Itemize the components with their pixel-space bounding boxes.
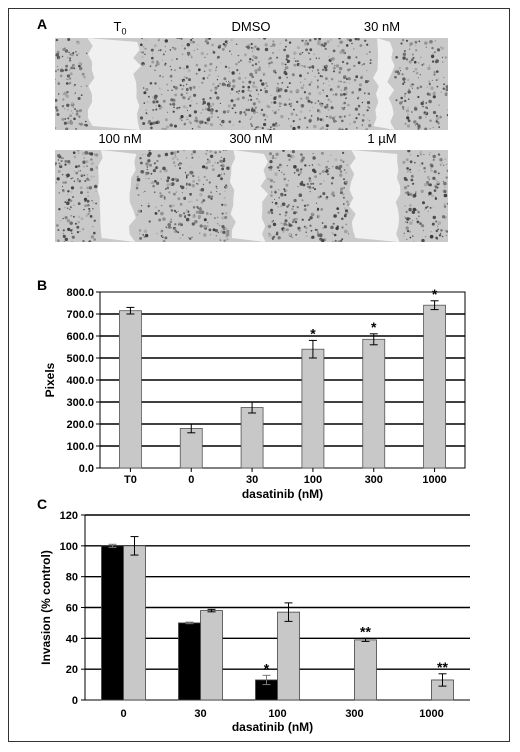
y-tick-label: 20 [66, 664, 78, 676]
wound-healing-micrograph [186, 150, 317, 242]
wound-healing-micrograph [317, 150, 448, 242]
bar [354, 639, 377, 701]
bar [423, 304, 446, 469]
x-tick-label: 300 [365, 474, 383, 486]
photo-label: 100 nM [55, 131, 185, 146]
x-tick-label: 0 [120, 708, 126, 720]
figure-frame [8, 8, 510, 742]
y-tick-label: 80 [66, 572, 78, 584]
y-tick-label: 400.0 [66, 375, 94, 387]
y-axis-title: Pixels [43, 362, 57, 397]
x-tick-label: 300 [345, 708, 363, 720]
y-tick-label: 0 [72, 695, 78, 707]
x-tick-label: T0 [124, 474, 137, 486]
y-tick-label: 100 [60, 541, 78, 553]
x-tick-label: 30 [194, 708, 206, 720]
y-tick-label: 60 [66, 603, 78, 615]
bar [179, 427, 203, 469]
photo-label-text: 100 nM [98, 131, 142, 146]
wound-healing-micrograph [55, 38, 186, 130]
chart-c-invasion: 0 20 40 60 80 100 120 0 30 * 100 ** 300 ** 1000 dasatin… [39, 510, 470, 734]
bar [240, 407, 264, 469]
wound-healing-micrograph [317, 38, 448, 130]
photo-label: 1 µM [317, 131, 447, 146]
panel-a-letter: A [37, 16, 48, 32]
panel-c-letter: C [37, 496, 48, 512]
bar [123, 545, 146, 701]
significance-marker: ** [360, 623, 371, 639]
photo-label: T0 [55, 19, 185, 37]
photo-label: DMSO [186, 19, 316, 34]
x-tick-label: 0 [188, 474, 194, 486]
y-tick-label: 300.0 [66, 397, 94, 409]
y-tick-label: 0.0 [79, 463, 94, 475]
bar [277, 611, 300, 701]
y-tick-label: 600.0 [66, 331, 94, 343]
bar [119, 310, 142, 469]
photo-label: 30 nM [317, 19, 447, 34]
y-tick-label: 40 [66, 633, 78, 645]
photo-label-text: 1 µM [367, 131, 397, 146]
photo-label-subscript: 0 [121, 26, 127, 37]
significance-marker: * [310, 325, 316, 341]
photo-label-text: DMSO [231, 19, 271, 34]
chart-b-pixels: 0.0 100.0 200.0 300.0 400.0 500.0 600.0 700.0 80… [43, 286, 466, 501]
x-tick-label: 100 [304, 474, 322, 486]
y-tick-label: 120 [60, 510, 78, 522]
x-tick-label: 1000 [422, 474, 446, 486]
bar [362, 338, 386, 469]
photo-label-text: T [113, 19, 122, 34]
y-tick-label: 100.0 [66, 441, 94, 453]
photo-label-text: 30 nM [363, 19, 401, 34]
significance-marker: * [264, 660, 270, 676]
bar [200, 610, 223, 701]
x-axis-title: dasatinib (nM) [242, 487, 323, 501]
bar [101, 545, 124, 701]
bar [301, 348, 325, 469]
significance-marker: * [371, 319, 377, 335]
panel-b-letter: B [37, 277, 48, 293]
y-tick-label: 200.0 [66, 419, 94, 431]
y-tick-label: 800.0 [66, 287, 94, 299]
significance-marker: ** [437, 659, 448, 675]
y-tick-label: 500.0 [66, 353, 94, 365]
significance-marker: * [432, 286, 438, 302]
wound-healing-micrograph [186, 38, 317, 130]
wound-healing-micrograph [55, 150, 186, 242]
photo-label-text: 300 nM [229, 131, 273, 146]
y-tick-label: 700.0 [66, 309, 94, 321]
x-axis-title: dasatinib (nM) [232, 720, 313, 734]
x-tick-label: 30 [246, 474, 258, 486]
bar [178, 622, 201, 701]
photo-label: 300 nM [186, 131, 316, 146]
x-tick-label: 1000 [419, 708, 443, 720]
y-axis-title: Invasion (% control) [39, 550, 53, 665]
x-tick-label: 100 [268, 708, 286, 720]
